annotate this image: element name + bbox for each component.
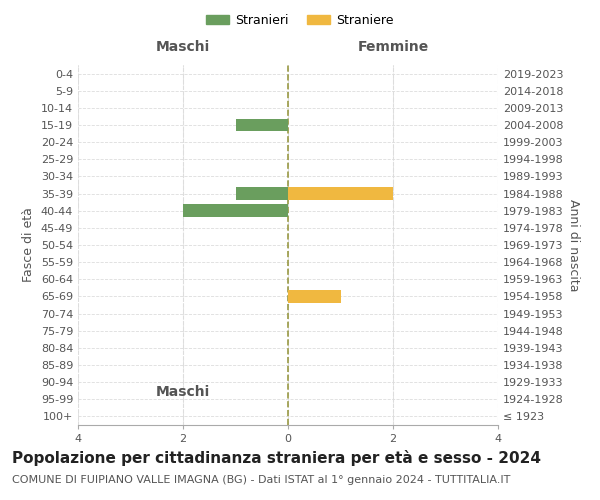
Text: Femmine: Femmine [358, 40, 428, 54]
Text: Maschi: Maschi [156, 384, 210, 398]
Bar [288, 290, 341, 303]
Y-axis label: Fasce di età: Fasce di età [22, 208, 35, 282]
Bar [235, 118, 288, 132]
Text: Maschi: Maschi [156, 40, 210, 54]
Bar [288, 187, 393, 200]
Text: COMUNE DI FUIPIANO VALLE IMAGNA (BG) - Dati ISTAT al 1° gennaio 2024 - TUTTITALI: COMUNE DI FUIPIANO VALLE IMAGNA (BG) - D… [12, 475, 511, 485]
Bar [183, 204, 288, 217]
Legend: Stranieri, Straniere: Stranieri, Straniere [202, 8, 398, 32]
Bar [235, 187, 288, 200]
Y-axis label: Anni di nascita: Anni di nascita [567, 198, 580, 291]
Text: Popolazione per cittadinanza straniera per età e sesso - 2024: Popolazione per cittadinanza straniera p… [12, 450, 541, 466]
